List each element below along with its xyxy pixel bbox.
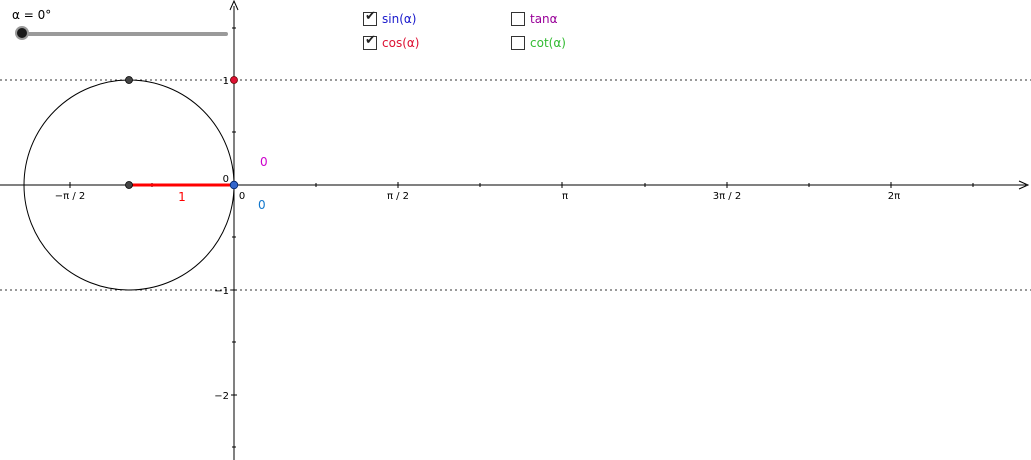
- checkmark-icon: ✔: [365, 9, 376, 24]
- lower-value-label: 0: [258, 198, 266, 212]
- checkbox-sin-box[interactable]: ✔: [363, 9, 377, 26]
- angle-point[interactable]: [229, 180, 239, 190]
- y-tick-label: 0: [223, 174, 229, 185]
- y-axis-arrow-icon: [229, 0, 239, 11]
- upper-value-label: 0: [260, 155, 268, 169]
- checkbox-sin[interactable]: ✔ sin(α): [363, 9, 417, 26]
- checkbox-tan[interactable]: tanα: [511, 12, 558, 26]
- slider-label: α = 0°: [12, 8, 52, 22]
- checkbox-cot-box[interactable]: [511, 36, 525, 50]
- y-tick-label: 1: [223, 76, 229, 87]
- y-tick-label: −2: [214, 391, 229, 402]
- checkbox-cos-box[interactable]: ✔: [363, 33, 377, 50]
- checkbox-cos-label: cos(α): [382, 36, 420, 50]
- circle-top-point[interactable]: [125, 76, 133, 84]
- alpha-slider[interactable]: [15, 25, 228, 43]
- checkbox-cos[interactable]: ✔ cos(α): [363, 33, 420, 50]
- circle-center-point[interactable]: [125, 181, 133, 189]
- checkbox-cot[interactable]: cot(α): [511, 36, 566, 50]
- radius-label: 1: [178, 190, 186, 204]
- x-ticks: [69, 182, 974, 188]
- x-tick-label: −π / 2: [55, 191, 86, 202]
- checkbox-tan-box[interactable]: [511, 12, 525, 26]
- checkbox-tan-label: tanα: [530, 12, 558, 26]
- x-tick-label: π / 2: [387, 191, 409, 202]
- checkbox-cot-label: cot(α): [530, 36, 566, 50]
- x-axis-arrow-icon: [1018, 180, 1030, 190]
- x-tick-label: 2π: [888, 191, 900, 202]
- slider-track[interactable]: [22, 32, 228, 36]
- slider-knob[interactable]: [15, 26, 29, 40]
- cos-point[interactable]: [230, 76, 238, 84]
- x-tick-label: 3π / 2: [713, 191, 741, 202]
- checkmark-icon: ✔: [365, 33, 376, 48]
- checkbox-sin-label: sin(α): [382, 12, 417, 26]
- x-tick-label: π: [562, 191, 568, 202]
- y-tick-label: −1: [214, 286, 229, 297]
- x-tick-label: 0: [239, 191, 245, 202]
